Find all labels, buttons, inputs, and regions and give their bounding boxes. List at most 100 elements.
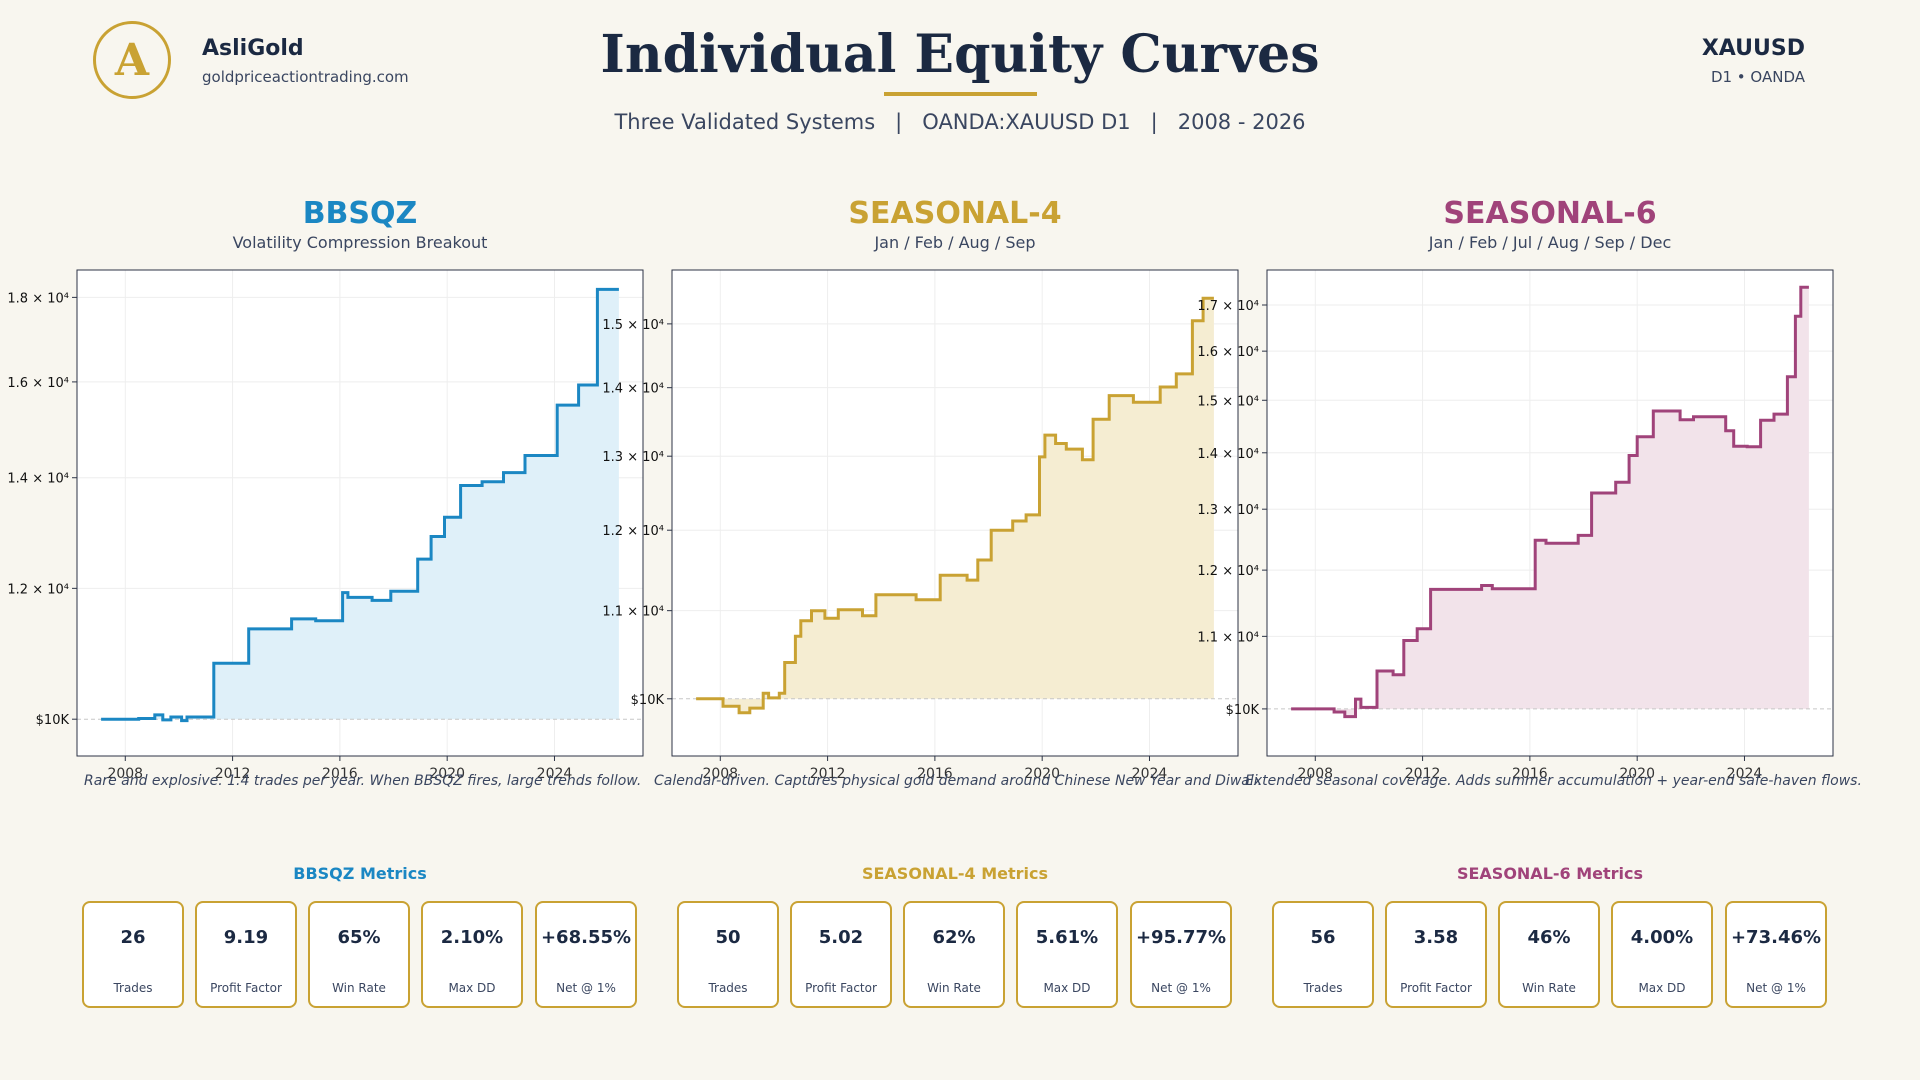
y-tick-label: 1.4 × 10⁴: [602, 382, 664, 397]
metrics-title-seasonal-6: SEASONAL-6 Metrics: [1456, 864, 1644, 883]
page-title: Individual Equity Curves: [600, 24, 1320, 85]
equity-area-fill: [1291, 287, 1809, 717]
system-title-seasonal-4: SEASONAL-4: [848, 196, 1062, 231]
metric-label: Win Rate: [1522, 981, 1576, 995]
metric-card-net-1: +73.46% Net @ 1%: [1725, 901, 1827, 1008]
y-tick-label: 1.2 × 10⁴: [602, 524, 664, 539]
metric-label: Net @ 1%: [1746, 981, 1806, 995]
metric-label: Win Rate: [927, 981, 981, 995]
metric-value: +73.46%: [1730, 927, 1822, 948]
equity-line: [1291, 285, 1809, 719]
y-tick-label: 1.6 × 10⁴: [7, 376, 69, 391]
equity-area-fill: [101, 289, 619, 721]
x-tick-label: 2024: [1727, 766, 1763, 782]
plot-frame: [671, 269, 1239, 757]
x-tick-label: 2008: [1297, 766, 1333, 782]
metric-label: Max DD: [1638, 981, 1686, 995]
y-tick-label: 1.3 × 10⁴: [1197, 503, 1259, 518]
metric-label: Profit Factor: [210, 981, 282, 995]
metrics-title-seasonal-4: SEASONAL-4 Metrics: [861, 864, 1049, 883]
y-tick-label: 1.1 × 10⁴: [602, 605, 664, 620]
metric-value: 2.10%: [440, 927, 504, 948]
equity-line: [696, 296, 1214, 715]
metric-value: 46%: [1527, 927, 1571, 948]
metric-value: 26: [120, 927, 146, 948]
system-subtitle-bbsqz: Volatility Compression Breakout: [232, 233, 488, 252]
metric-label: Net @ 1%: [556, 981, 616, 995]
x-tick-label: 2016: [1512, 766, 1548, 782]
metric-value: +68.55%: [540, 927, 632, 948]
metric-card-net-1: +68.55% Net @ 1%: [535, 901, 637, 1008]
x-tick-label: 2012: [810, 766, 846, 782]
system-subtitle-seasonal-4: Jan / Feb / Aug / Sep: [874, 233, 1036, 252]
metric-label: Profit Factor: [805, 981, 877, 995]
plot-frame: [76, 269, 644, 757]
equity-line: [101, 287, 619, 723]
y-tick-label: 1.1 × 10⁴: [1197, 630, 1259, 645]
equity-area-fill: [696, 298, 1214, 713]
metric-card-net-1: +95.77% Net @ 1%: [1130, 901, 1232, 1008]
metric-value: 5.02: [818, 927, 864, 948]
y-tick-label: 1.2 × 10⁴: [1197, 564, 1259, 579]
metric-label: Win Rate: [332, 981, 386, 995]
metric-label: Trades: [113, 981, 153, 995]
x-tick-label: 2020: [1619, 766, 1655, 782]
x-tick-label: 2012: [1405, 766, 1441, 782]
metric-card-max-dd: 5.61% Max DD: [1016, 901, 1118, 1008]
y-tick-label: 1.5 × 10⁴: [1197, 394, 1259, 409]
y-tick-label: 1.3 × 10⁴: [602, 450, 664, 465]
metric-card-win-rate: 65% Win Rate: [308, 901, 410, 1008]
y-tick-label: $10K: [1226, 703, 1260, 718]
page-subtitle: Three Validated Systems | OANDA:XAUUSD D…: [614, 110, 1306, 134]
y-tick-label: 1.5 × 10⁴: [602, 318, 664, 333]
metric-card-max-dd: 2.10% Max DD: [421, 901, 523, 1008]
metric-value: +95.77%: [1135, 927, 1227, 948]
x-tick-label: 2016: [917, 766, 953, 782]
title-underline: [884, 92, 1037, 96]
brand-name: AsliGold: [202, 36, 304, 61]
y-tick-label: 1.8 × 10⁴: [7, 291, 69, 306]
y-tick-label: $10K: [631, 693, 665, 708]
metric-value: 65%: [337, 927, 381, 948]
logo-letter: A: [114, 34, 150, 86]
x-tick-label: 2008: [702, 766, 738, 782]
system-title-bbsqz: BBSQZ: [302, 196, 418, 231]
metric-value: 62%: [932, 927, 976, 948]
x-tick-label: 2012: [215, 766, 251, 782]
system-subtitle-seasonal-6: Jan / Feb / Jul / Aug / Sep / Dec: [1428, 233, 1672, 252]
metric-value: 50: [715, 927, 741, 948]
metric-card-win-rate: 62% Win Rate: [903, 901, 1005, 1008]
metric-label: Net @ 1%: [1151, 981, 1211, 995]
y-tick-label: 1.4 × 10⁴: [1197, 447, 1259, 462]
y-tick-label: 1.7 × 10⁴: [1197, 299, 1259, 314]
metric-card-trades: 50 Trades: [677, 901, 779, 1008]
metric-value: 4.00%: [1630, 927, 1694, 948]
x-tick-label: 2024: [537, 766, 573, 782]
metric-card-profit-factor: 9.19 Profit Factor: [195, 901, 297, 1008]
metric-label: Profit Factor: [1400, 981, 1472, 995]
metric-label: Trades: [1303, 981, 1343, 995]
metric-value: 3.58: [1413, 927, 1459, 948]
y-tick-label: 1.6 × 10⁴: [1197, 345, 1259, 360]
metric-card-profit-factor: 3.58 Profit Factor: [1385, 901, 1487, 1008]
metric-card-profit-factor: 5.02 Profit Factor: [790, 901, 892, 1008]
metric-label: Max DD: [1043, 981, 1091, 995]
caption-bbsqz: Rare and explosive. 1.4 trades per year.…: [84, 773, 642, 789]
symbol-details: D1 • OANDA: [1710, 68, 1805, 86]
caption-seasonal-4: Calendar-driven. Captures physical gold …: [654, 773, 1263, 789]
system-title-seasonal-6: SEASONAL-6: [1443, 196, 1657, 231]
x-tick-label: 2016: [322, 766, 358, 782]
y-tick-label: 1.4 × 10⁴: [7, 472, 69, 487]
metric-value: 5.61%: [1035, 927, 1099, 948]
brand-url: goldpriceactiontrading.com: [202, 68, 409, 86]
metric-card-max-dd: 4.00% Max DD: [1611, 901, 1713, 1008]
metric-card-trades: 56 Trades: [1272, 901, 1374, 1008]
x-tick-label: 2020: [1024, 766, 1060, 782]
metric-value: 9.19: [223, 927, 269, 948]
x-tick-label: 2020: [429, 766, 465, 782]
y-tick-label: 1.2 × 10⁴: [7, 582, 69, 597]
metrics-title-bbsqz: BBSQZ Metrics: [293, 864, 427, 883]
